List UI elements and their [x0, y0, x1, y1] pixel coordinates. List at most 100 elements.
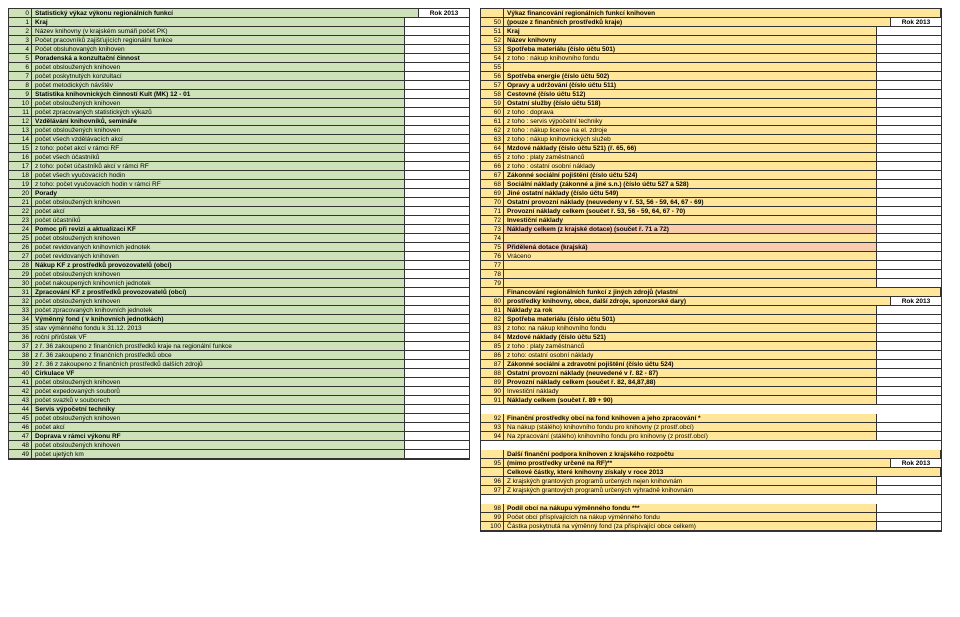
value-cell: [877, 315, 941, 324]
row-label: Počet obsluhovaných knihoven: [32, 45, 405, 54]
value-cell: [405, 324, 469, 333]
row-label: Počet obcí příspívajících na nákup výměn…: [504, 513, 877, 522]
table-row: 78: [481, 270, 941, 279]
table-row: 48 počet obsloužených knihoven: [9, 441, 469, 450]
row-number: 55: [481, 63, 504, 72]
year-cell: Rok 2013: [891, 18, 941, 27]
table-row: 71Provozní náklady celkem (součet ř. 53,…: [481, 207, 941, 216]
value-cell: [405, 387, 469, 396]
row-number: 100: [481, 522, 504, 531]
row-number: 14: [9, 135, 32, 144]
table-row: 76Vráceno: [481, 252, 941, 261]
row-number: 73: [481, 225, 504, 234]
row-label: počet obsloužených knihoven: [32, 126, 405, 135]
value-cell: [405, 315, 469, 324]
value-cell: [877, 81, 941, 90]
table-row: 95(mimo prostředky určené na RF)**Rok 20…: [481, 459, 941, 468]
table-row: 22 počet akcí: [9, 207, 469, 216]
row-label: Kraj: [504, 27, 877, 36]
table-row: 67Zákonné sociální pojištění (číslo účtu…: [481, 171, 941, 180]
left-table: 0Statistický výkaz výkonu regionálních f…: [8, 8, 470, 460]
row-number: 50: [481, 18, 504, 27]
row-label: počet revidovaných knihoven: [32, 252, 405, 261]
row-label: z toho : platy zaměstnanců: [504, 153, 877, 162]
table-row: 28Nákup KF z prostředků provozovatelů (o…: [9, 261, 469, 270]
table-row: 60 z toho : doprava: [481, 108, 941, 117]
value-cell: [405, 135, 469, 144]
table-row: 93Na nákup (stálého) knihovního fondu pr…: [481, 423, 941, 432]
row-number: 54: [481, 54, 504, 63]
value-cell: [405, 279, 469, 288]
row-number: 64: [481, 144, 504, 153]
row-number: 51: [481, 27, 504, 36]
value-cell: [405, 90, 469, 99]
value-cell: [405, 99, 469, 108]
table-row: 53Spotřeba materiálu (číslo účtu 501): [481, 45, 941, 54]
row-label: z toho : nákup knihovního fondu: [504, 54, 877, 63]
table-row: 21 počet obsloužených knihoven: [9, 198, 469, 207]
table-row: 35 stav výměnného fondu k 31.12. 2013: [9, 324, 469, 333]
value-cell: [877, 27, 941, 36]
table-row: 38 z ř. 36 zakoupeno z finančních prostř…: [9, 351, 469, 360]
table-row: 4Počet obsluhovaných knihoven: [9, 45, 469, 54]
row-number: 80: [481, 297, 504, 306]
row-number: 72: [481, 216, 504, 225]
value-cell: [877, 333, 941, 342]
row-label: počet všech vyučovacích hodin: [32, 171, 405, 180]
row-number: 34: [9, 315, 32, 324]
row-label: z ř. 36 zakoupeno z finančních prostředk…: [32, 351, 405, 360]
row-number: 84: [481, 333, 504, 342]
value-cell: [877, 144, 941, 153]
value-cell: [405, 405, 469, 414]
row-number: 25: [9, 234, 32, 243]
row-number: 11: [9, 108, 32, 117]
row-label: počet obsloužených knihoven: [32, 234, 405, 243]
value-cell: [405, 72, 469, 81]
value-cell: [405, 126, 469, 135]
row-number: 91: [481, 396, 504, 405]
row-label: Vzdělávání knihovníků, semináře: [32, 117, 405, 126]
value-cell: [405, 198, 469, 207]
table-row: 98Podíl obcí na nákupu výměnného fondu *…: [481, 504, 941, 513]
table-row: 17 z toho: počet účastníků akcí v rámci …: [9, 162, 469, 171]
value-cell: [877, 162, 941, 171]
row-label: Cirkulace VF: [32, 369, 405, 378]
row-label: počet všech vzdělávacích akcí: [32, 135, 405, 144]
row-number: [481, 9, 504, 18]
value-cell: [877, 153, 941, 162]
table-row: 19 z toho: počet vyučovacích hodin v rám…: [9, 180, 469, 189]
table-row: 82Spotřeba materiálu (číslo účtu 501): [481, 315, 941, 324]
table-row: 55: [481, 63, 941, 72]
row-number: 27: [9, 252, 32, 261]
row-label: roční přírůstek VF: [32, 333, 405, 342]
row-label: počet obsloužených knihoven: [32, 63, 405, 72]
value-cell: [405, 378, 469, 387]
table-row: 66 z toho : ostatní osobní náklady: [481, 162, 941, 171]
row-number: 46: [9, 423, 32, 432]
row-label: z toho: počet účastníků akcí v rámci RF: [32, 162, 405, 171]
value-cell: [405, 189, 469, 198]
row-number: 59: [481, 99, 504, 108]
value-cell: [405, 108, 469, 117]
value-cell: [877, 279, 941, 288]
value-cell: [877, 414, 941, 423]
value-cell: [877, 423, 941, 432]
row-number: 1: [9, 18, 32, 27]
value-cell: [877, 387, 941, 396]
row-label: Zákonné sociální a zdravotní pojištění (…: [504, 360, 877, 369]
row-number: 58: [481, 90, 504, 99]
row-label: Název knihovny: [504, 36, 877, 45]
row-number: 41: [9, 378, 32, 387]
value-cell: [877, 225, 941, 234]
value-cell: [877, 513, 941, 522]
row-number: 60: [481, 108, 504, 117]
table-row: 34Výměnný fond ( v knihovních jednotkách…: [9, 315, 469, 324]
row-label: počet expedovaných souborů: [32, 387, 405, 396]
row-label: počet obsloužených knihoven: [32, 99, 405, 108]
row-number: 67: [481, 171, 504, 180]
table-row: 73Náklady celkem (z krajské dotace) (sou…: [481, 225, 941, 234]
row-label: z toho: počet akcí v rámci RF: [32, 144, 405, 153]
row-number: 88: [481, 369, 504, 378]
table-row: 65 z toho : platy zaměstnanců: [481, 153, 941, 162]
row-number: 75: [481, 243, 504, 252]
